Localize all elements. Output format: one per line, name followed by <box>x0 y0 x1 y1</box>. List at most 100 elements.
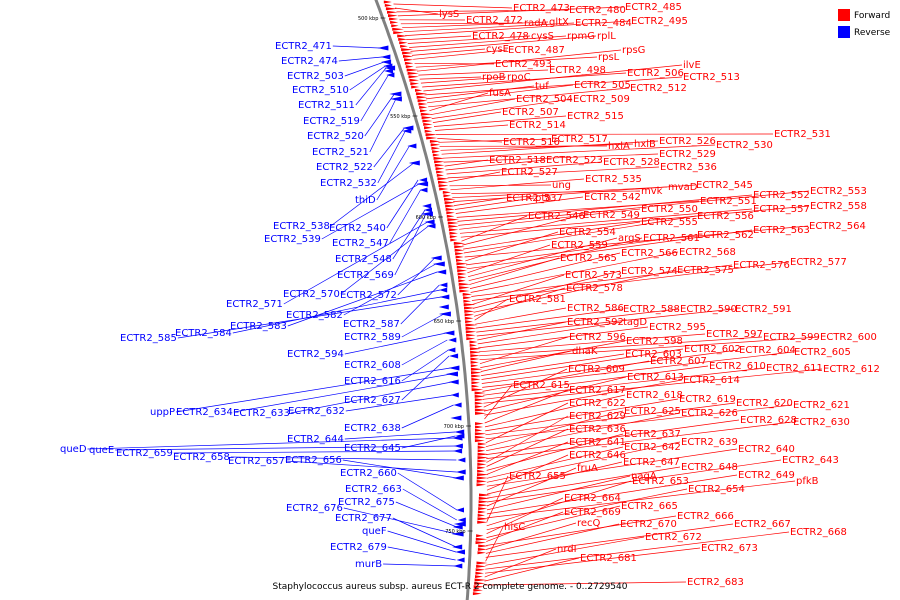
forward-feature-label: ECTR2_683 <box>687 577 744 588</box>
forward-feature-arrow <box>476 483 486 487</box>
reverse-feature-label: ECTR2_645 <box>344 443 401 454</box>
reverse-feature-arrow <box>448 337 457 343</box>
forward-feature-arrow <box>445 204 456 208</box>
forward-feature-label: ECTR2_628 <box>740 415 797 426</box>
forward-connector-line <box>454 197 535 210</box>
forward-feature-label: ECTR2_611 <box>766 363 823 374</box>
forward-connector-line <box>397 6 625 17</box>
forward-connector-line <box>449 184 552 187</box>
forward-feature-label: ECTR2_667 <box>734 519 791 530</box>
forward-feature-arrow <box>385 7 398 11</box>
reverse-feature-label: ECTR2_582 <box>286 310 343 321</box>
forward-feature-arrow <box>466 333 476 337</box>
forward-feature-label: ECTR2_553 <box>810 186 867 197</box>
forward-connector-line <box>486 415 569 463</box>
forward-feature-arrow <box>411 85 420 89</box>
forward-feature-arrow <box>445 207 455 211</box>
reverse-feature-arrow <box>439 287 448 293</box>
reverse-feature-label: ECTR2_658 <box>173 452 230 463</box>
forward-feature-arrow <box>400 44 408 48</box>
forward-feature-label: ECTR2_637 <box>624 429 681 440</box>
forward-feature-arrow <box>476 479 487 483</box>
forward-feature-arrow <box>469 347 482 351</box>
forward-feature-arrow <box>397 34 408 38</box>
forward-feature-label: ECTR2_473 <box>513 3 570 14</box>
forward-feature-arrow <box>388 14 398 18</box>
forward-feature-label: ECTR2_512 <box>630 83 687 94</box>
forward-feature-label: ECTR2_576 <box>733 260 790 271</box>
reverse-feature-label: ECTR2_538 <box>273 221 330 232</box>
reverse-feature-label: ECTR2_522 <box>316 162 373 173</box>
forward-feature-arrow <box>471 381 480 385</box>
legend: Forward Reverse <box>838 9 891 38</box>
forward-feature-arrow <box>464 313 474 317</box>
forward-connector-line <box>448 171 501 183</box>
reverse-feature-label: ECTR2_608 <box>344 360 401 371</box>
reverse-feature-arrow <box>386 72 395 78</box>
forward-connector-line <box>484 379 683 416</box>
forward-feature-label: ECTR2_646 <box>569 450 626 461</box>
forward-feature-arrow <box>465 323 478 327</box>
forward-feature-arrow <box>434 163 445 167</box>
forward-connector-line <box>483 367 766 400</box>
forward-feature-arrow <box>470 367 483 371</box>
forward-connector-line <box>484 394 626 428</box>
reverse-feature-label: ECTR2_540 <box>329 223 386 234</box>
reverse-feature-arrow <box>407 143 417 149</box>
reverse-feature-arrow <box>453 402 462 408</box>
forward-feature-label: ECTR2_528 <box>603 157 660 168</box>
forward-feature-label: ECTR2_529 <box>659 149 716 160</box>
forward-feature-label: ECTR2_641 <box>569 437 626 448</box>
forward-feature-arrow <box>475 568 486 572</box>
reverse-connector-line <box>344 431 456 440</box>
forward-feature-label: hisC <box>504 522 525 533</box>
forward-feature-arrow <box>458 282 471 286</box>
forward-feature-arrow <box>417 99 428 103</box>
tick-label: 750 kbp <box>445 529 465 535</box>
forward-connector-line <box>431 98 573 119</box>
forward-feature-label: rpoB <box>482 72 506 83</box>
reverse-feature-arrow <box>457 457 466 463</box>
forward-connector-line <box>479 336 763 357</box>
reverse-connector-line <box>377 130 406 184</box>
forward-feature-label: ECTR2_614 <box>683 375 740 386</box>
forward-connector-line <box>486 480 632 527</box>
forward-feature-arrow <box>464 309 475 313</box>
forward-connector-line <box>417 49 622 72</box>
forward-feature-label: ECTR2_527 <box>501 167 558 178</box>
reverse-connector-line <box>383 563 456 567</box>
forward-connector-line <box>479 336 820 361</box>
forward-feature-arrow <box>464 316 474 320</box>
reverse-feature-label: ECTR2_663 <box>345 484 402 495</box>
label-connector-lines <box>87 3 823 586</box>
forward-feature-arrow <box>415 88 423 92</box>
forward-feature-arrow <box>387 10 398 14</box>
forward-feature-arrow <box>401 48 413 52</box>
forward-feature-arrow <box>403 54 414 58</box>
forward-connector-line <box>423 64 683 92</box>
forward-feature-arrow <box>474 398 485 402</box>
forward-feature-label: ECTR2_516 <box>503 137 560 148</box>
forward-feature-arrow <box>419 105 428 109</box>
forward-feature-label: ECTR2_647 <box>623 457 680 468</box>
forward-feature-arrow <box>457 272 467 276</box>
forward-connector-line <box>486 467 577 507</box>
forward-connector-line <box>441 140 659 155</box>
reverse-connector-line <box>330 162 415 227</box>
reverse-connector-line <box>387 546 456 561</box>
reverse-feature-arrow <box>447 347 456 353</box>
reverse-feature-arrow <box>408 160 420 166</box>
forward-connector-line <box>486 421 793 459</box>
forward-connector-line <box>486 446 624 479</box>
reverse-feature-label: ECTR2_569 <box>337 270 394 281</box>
reverse-connector-line <box>401 313 445 338</box>
forward-feature-label: ECTR2_554 <box>559 227 616 238</box>
reverse-feature-arrow <box>377 45 389 51</box>
forward-feature-label: ECTR2_578 <box>566 283 623 294</box>
forward-feature-arrow <box>476 564 487 568</box>
forward-connector-line <box>467 244 551 274</box>
tick-label: 600 kbp <box>416 215 436 221</box>
forward-feature-label: ECTR2_495 <box>631 16 688 27</box>
reverse-feature-label: ECTR2_638 <box>344 423 401 434</box>
forward-feature-label: ECTR2_514 <box>509 120 566 131</box>
